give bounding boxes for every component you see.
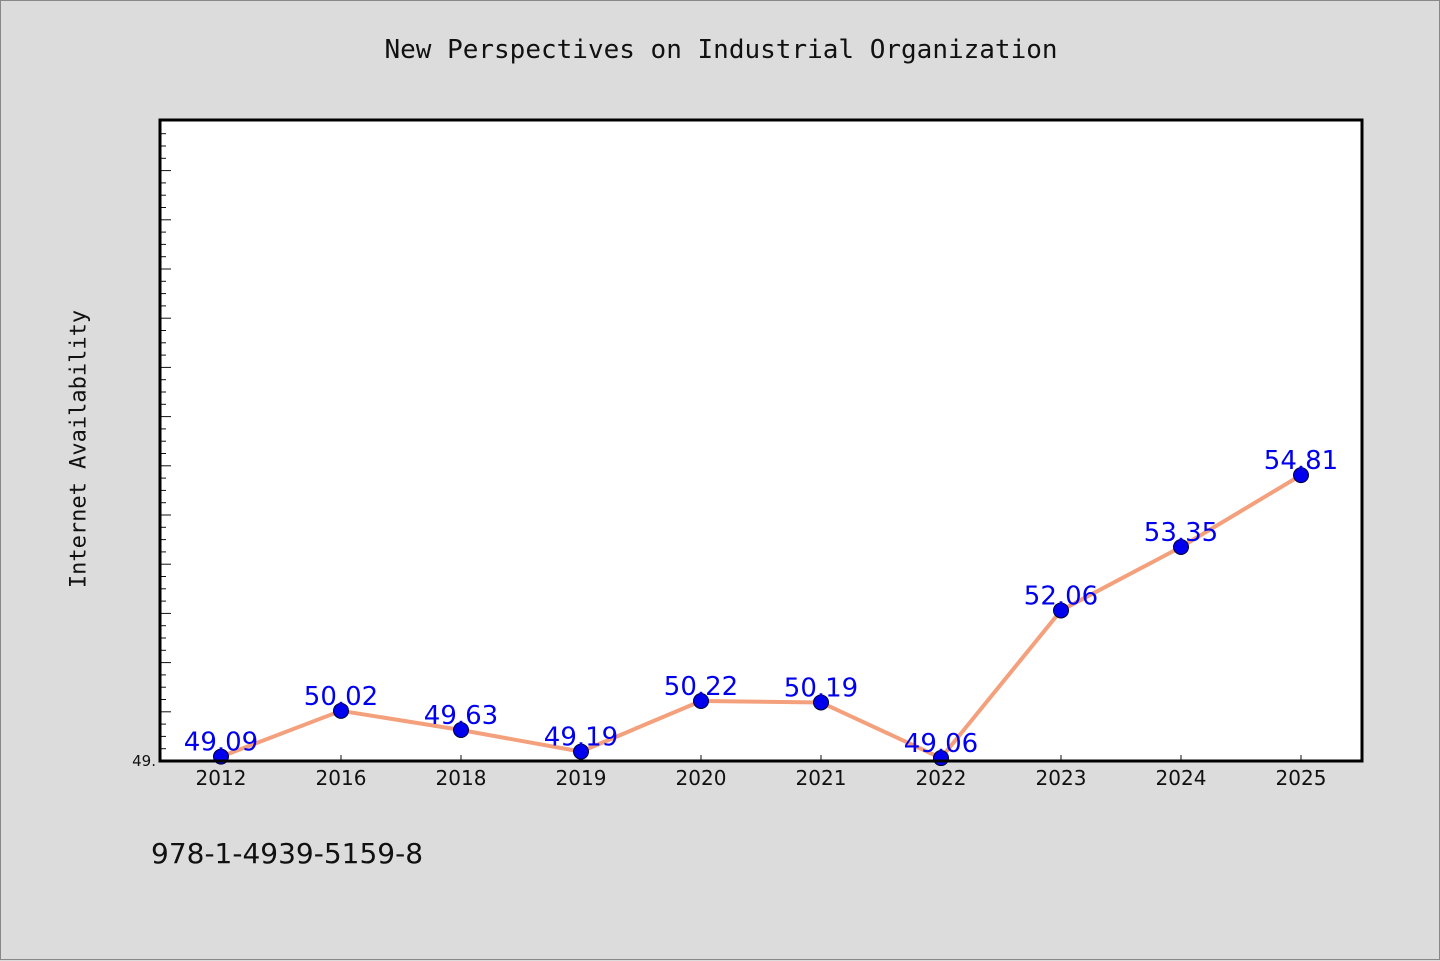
x-tick-label: 2020	[676, 766, 727, 790]
data-label: 49.06	[904, 729, 978, 759]
data-point	[1053, 602, 1069, 619]
data-point	[333, 702, 349, 719]
x-tick-label: 2023	[1036, 766, 1087, 790]
data-label: 49.63	[424, 701, 498, 731]
data-point	[1173, 538, 1189, 555]
chart-title: New Perspectives on Industrial Organizat…	[384, 35, 1058, 65]
x-tick-label: 2016	[316, 766, 367, 790]
data-point	[813, 694, 829, 711]
data-point	[693, 692, 709, 709]
data-label: 50.02	[304, 682, 378, 712]
y-tick-label: 49.	[132, 752, 156, 770]
data-label: 49.19	[544, 723, 618, 753]
data-label: 50.19	[784, 673, 858, 703]
x-tick-label: 2012	[196, 766, 247, 790]
data-point	[1293, 467, 1309, 484]
data-label: 49.09	[184, 728, 258, 758]
data-label: 50.22	[664, 672, 738, 702]
data-label: 52.06	[1024, 581, 1098, 611]
x-tick-label: 2022	[916, 766, 967, 790]
x-tick-label: 2019	[556, 766, 607, 790]
data-label: 53.35	[1144, 518, 1218, 548]
plot-area	[160, 120, 1362, 761]
x-tick-label: 2021	[796, 766, 847, 790]
plot-border	[158, 118, 1364, 763]
data-point	[453, 722, 469, 739]
series-line	[219, 473, 1303, 761]
data-label: 54.81	[1264, 446, 1338, 476]
x-tick-label: 2025	[1276, 766, 1327, 790]
isbn-code: 978-1-4939-5159-8	[151, 837, 424, 870]
data-point	[573, 743, 589, 760]
x-tick-label: 2024	[1156, 766, 1207, 790]
x-tick-label: 2018	[436, 766, 487, 790]
